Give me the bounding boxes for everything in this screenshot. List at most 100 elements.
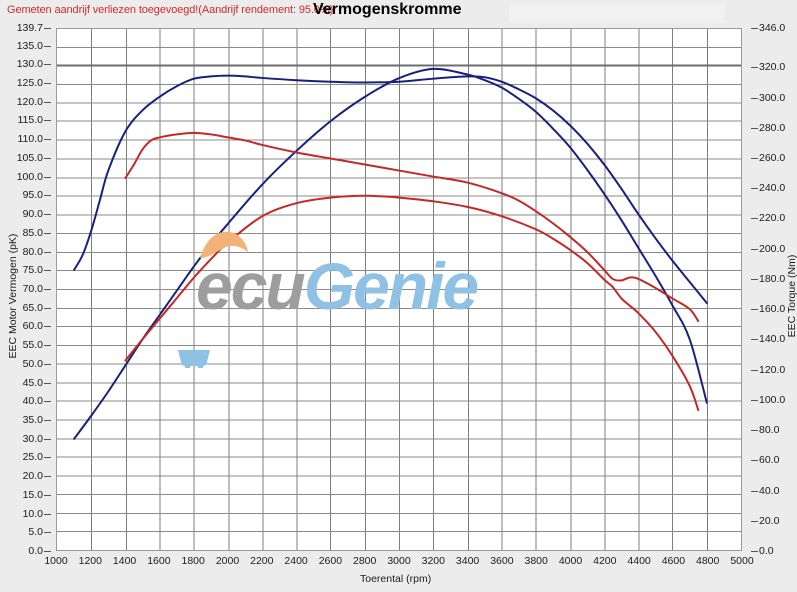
y-axis-left-tick-mark	[44, 195, 51, 197]
y-axis-left-tick-mark	[44, 251, 51, 253]
title-input-field[interactable]	[509, 3, 725, 23]
y-axis-left-tick: 110.0	[17, 133, 44, 146]
grid-lines	[57, 29, 741, 550]
flame-icon	[200, 231, 248, 258]
y-axis-right-tick: 140.0	[759, 333, 786, 346]
x-axis-tick: 2600	[318, 555, 343, 567]
y-axis-right-tick-mark	[751, 339, 758, 341]
y-axis-left-tick: 45.0	[22, 376, 43, 389]
curve-lines	[73, 67, 708, 440]
y-axis-left-tick: 35.0	[22, 413, 43, 426]
x-axis-tick: 4800	[696, 555, 720, 567]
y-axis-left-tick: 90.0	[22, 208, 43, 221]
y-axis-left-tick-mark	[44, 457, 51, 459]
y-axis-right-tick: 20.0	[759, 514, 780, 527]
y-axis-left-tick-mark	[44, 176, 51, 178]
y-axis-right-tick: 240.0	[759, 182, 786, 195]
y-axis-right-tick-mark	[751, 551, 758, 552]
y-axis-left-tick-mark	[44, 363, 51, 365]
x-axis-tick: 2200	[250, 555, 274, 567]
y-axis-left-tick: 65.0	[22, 301, 43, 314]
y-axis-left-tick: 125.0	[16, 77, 43, 90]
drivetrain-loss-note: Gemeten aandrijf verliezen toegevoegd!(A…	[7, 4, 334, 16]
x-axis-tick: 1800	[181, 555, 205, 567]
x-axis-tick: 3000	[387, 555, 411, 567]
y-axis-left-tick-mark	[44, 494, 51, 496]
y-axis-left-tick-mark	[44, 232, 51, 234]
y-axis-left-tick: 0.0	[28, 545, 43, 557]
y-axis-left: 139.7 135.0 130.0 125.0 120.0 115.0 110.0 105.0…	[0, 22, 52, 557]
x-axis-tick: 2000	[215, 555, 240, 567]
plot-area[interactable]	[56, 28, 742, 551]
y-axis-right-tick-mark	[751, 157, 758, 159]
y-axis-left-tick: 50.0	[22, 357, 43, 370]
y-axis-left-tick-mark	[44, 307, 51, 309]
y-axis-left-tick: 85.0	[22, 226, 43, 239]
y-axis-left-tick-mark	[44, 345, 51, 347]
y-axis-right-tick: 280.0	[759, 121, 786, 134]
y-axis-left-tick: 60.0	[22, 320, 43, 333]
y-axis-left-tick: 70.0	[22, 282, 43, 295]
y-axis-left-tick-mark	[44, 214, 51, 216]
y-axis-left-title: EEC Motor Vermogen (pK)	[7, 233, 19, 359]
y-axis-left-tick-mark	[44, 326, 51, 328]
y-axis-left-tick: 130.0	[16, 58, 43, 71]
x-axis-tick: 4200	[593, 555, 617, 567]
y-axis-right-tick-mark	[751, 520, 758, 522]
y-axis-right-tick-mark	[751, 490, 758, 492]
x-axis-tick: 3400	[455, 555, 480, 567]
y-axis-right-tick: 100.0	[759, 393, 786, 406]
y-axis-left-tick-mark	[44, 45, 51, 47]
x-axis-tick: 4600	[661, 555, 686, 567]
x-axis: 1000 1200 1400 1600 1800 2000 2200 2400 2600 2800…	[0, 555, 797, 571]
y-axis-left-tick: 115.0	[17, 114, 44, 127]
y-axis-left-tick: 25.0	[22, 451, 43, 464]
x-axis-tick: 1000	[44, 555, 68, 567]
y-axis-right-tick-mark	[751, 460, 758, 462]
y-axis-left-tick-mark	[44, 157, 51, 159]
y-axis-right-tick-mark	[751, 97, 758, 99]
y-axis-left-tick: 95.0	[22, 189, 43, 202]
y-axis-right-tick-mark	[751, 248, 758, 250]
x-axis-tick: 2400	[284, 555, 308, 567]
y-axis-right-tick: 60.0	[759, 454, 780, 467]
y-axis-left-tick: 30.0	[22, 432, 43, 445]
y-axis-left-tick: 40.0	[22, 395, 43, 408]
y-axis-left-tick: 20.0	[22, 470, 43, 483]
y-axis-left-tick-mark	[44, 513, 51, 515]
y-axis-right-tick: 160.0	[759, 303, 786, 316]
curve-power-tuned	[73, 67, 708, 440]
x-axis-tick: 5000	[730, 555, 754, 567]
watermark-ecu: ecu	[196, 249, 306, 323]
y-axis-right-tick-mark	[751, 309, 758, 311]
y-axis-right-tick-mark	[751, 67, 758, 69]
x-axis-tick: 2800	[353, 555, 377, 567]
watermark-text: ecuGenie	[196, 246, 600, 326]
y-axis-right-tick: 200.0	[759, 242, 786, 255]
y-axis-left-tick: 10.0	[22, 507, 43, 520]
x-axis-title: Toerental (rpm)	[360, 573, 432, 585]
page-title: Vermogenskromme	[313, 1, 462, 18]
y-axis-right-tick-mark	[751, 218, 758, 220]
y-axis-right-tick: 180.0	[759, 272, 786, 285]
y-axis-left-tick-mark	[44, 83, 51, 85]
y-axis-left-tick: 55.0	[22, 339, 43, 352]
y-axis-right-tick: 40.0	[759, 484, 780, 497]
y-axis-right-title: EEC Torque (Nm)	[786, 254, 797, 338]
x-axis-tick: 3200	[421, 555, 445, 567]
y-axis-left-tick-mark	[44, 419, 51, 421]
y-axis-right-tick-mark	[751, 399, 758, 401]
x-axis-tick: 3800	[524, 555, 548, 567]
y-axis-left-tick: 139.7	[16, 22, 43, 34]
y-axis-left-tick-mark	[44, 401, 51, 403]
x-axis-tick: 3600	[490, 555, 514, 567]
y-axis-left-tick: 120.0	[16, 95, 43, 108]
y-axis-left-tick: 105.0	[16, 151, 43, 164]
y-axis-right-tick: 220.0	[759, 212, 786, 225]
x-axis-tick: 1200	[78, 555, 102, 567]
y-axis-right-tick: 80.0	[759, 424, 780, 437]
y-axis-left-tick-mark	[44, 438, 51, 440]
x-axis-tick: 4400	[627, 555, 651, 567]
y-axis-right-tick: 120.0	[759, 363, 786, 376]
y-axis-left-tick: 135.0	[16, 39, 43, 52]
